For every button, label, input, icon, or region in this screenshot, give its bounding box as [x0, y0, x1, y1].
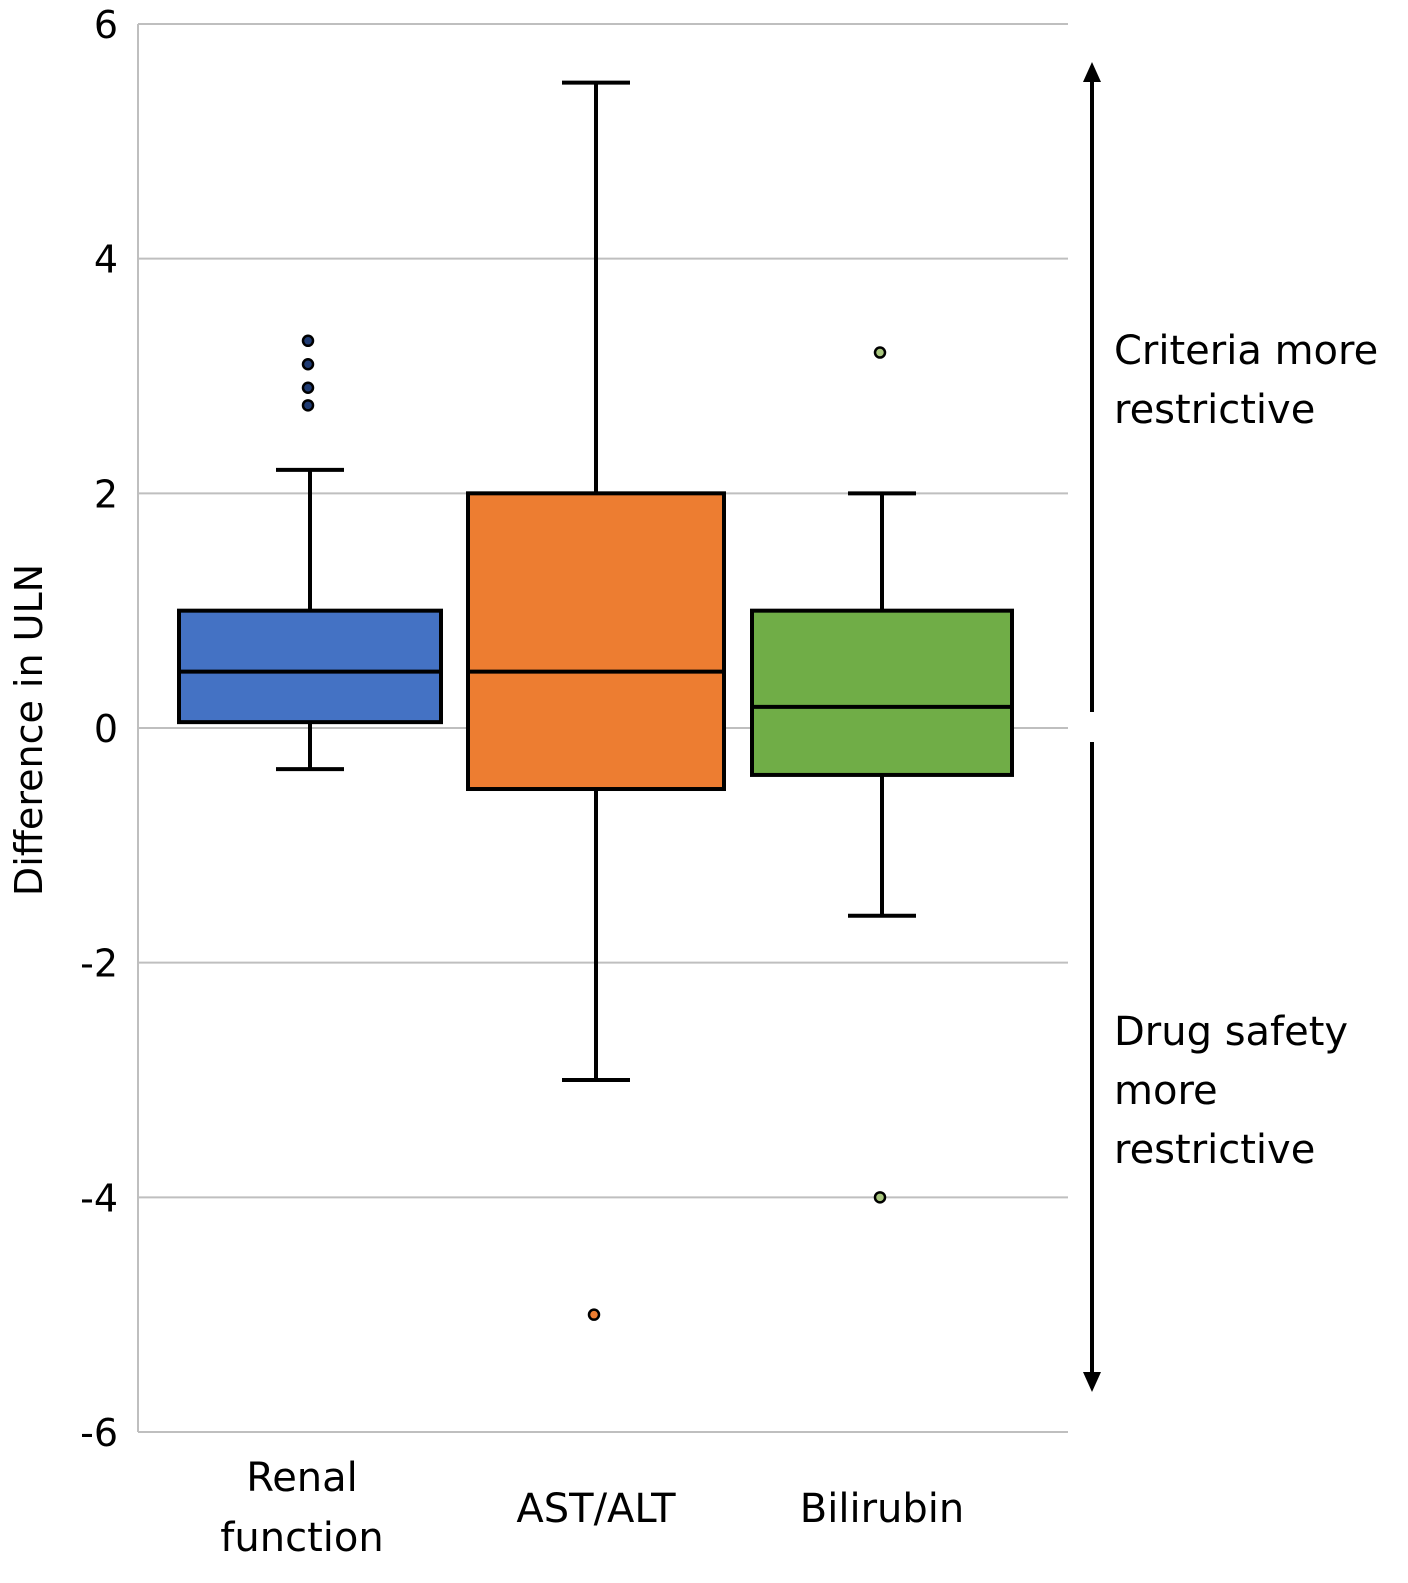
y-tick-label: -6 — [80, 1411, 118, 1455]
y-tick-label: -2 — [80, 942, 118, 986]
box-2 — [750, 346, 1014, 1204]
box-0 — [177, 334, 443, 772]
iqr-box — [177, 608, 443, 725]
annotation-upper-text: Criteria more — [1114, 328, 1378, 374]
direction-annotation: Criteria more restrictive Drug safety more r… — [1083, 62, 1378, 1392]
x-category-label: Renal — [246, 1455, 358, 1501]
outlier-point — [301, 334, 315, 348]
down-arrowhead — [1083, 1372, 1101, 1392]
y-tick-label: 4 — [94, 238, 118, 282]
outlier-point — [301, 381, 315, 394]
y-tick-label: 0 — [94, 707, 118, 751]
annotation-lower-text: restrictive — [1114, 1127, 1315, 1173]
annotation-lower-text: more — [1114, 1068, 1218, 1114]
y-tick-label: 6 — [94, 3, 118, 47]
x-axis-category-labels: Renal function AST/ALT Bilirubin — [220, 1455, 964, 1561]
iqr-box — [750, 608, 1014, 777]
annotation-lower-text: Drug safety — [1114, 1009, 1348, 1055]
x-category-label: function — [220, 1515, 383, 1561]
outlier-point — [301, 358, 315, 371]
outlier-point — [873, 1191, 887, 1204]
iqr-box — [466, 491, 726, 792]
box-1 — [466, 80, 726, 1321]
box-series — [177, 80, 1014, 1321]
up-arrowhead — [1083, 62, 1101, 82]
y-tick-label: 2 — [94, 472, 118, 516]
y-tick-label: -4 — [80, 1176, 118, 1220]
annotation-upper-text: restrictive — [1114, 387, 1315, 433]
x-category-label: AST/ALT — [516, 1486, 676, 1532]
y-axis-ticks: 6 4 2 0 -2 -4 -6 — [80, 3, 118, 1455]
outlier-point — [301, 399, 315, 412]
y-axis-title: Difference in ULN — [7, 564, 51, 896]
outlier-point — [873, 346, 887, 359]
outlier-point — [587, 1308, 601, 1321]
x-category-label: Bilirubin — [800, 1486, 964, 1532]
